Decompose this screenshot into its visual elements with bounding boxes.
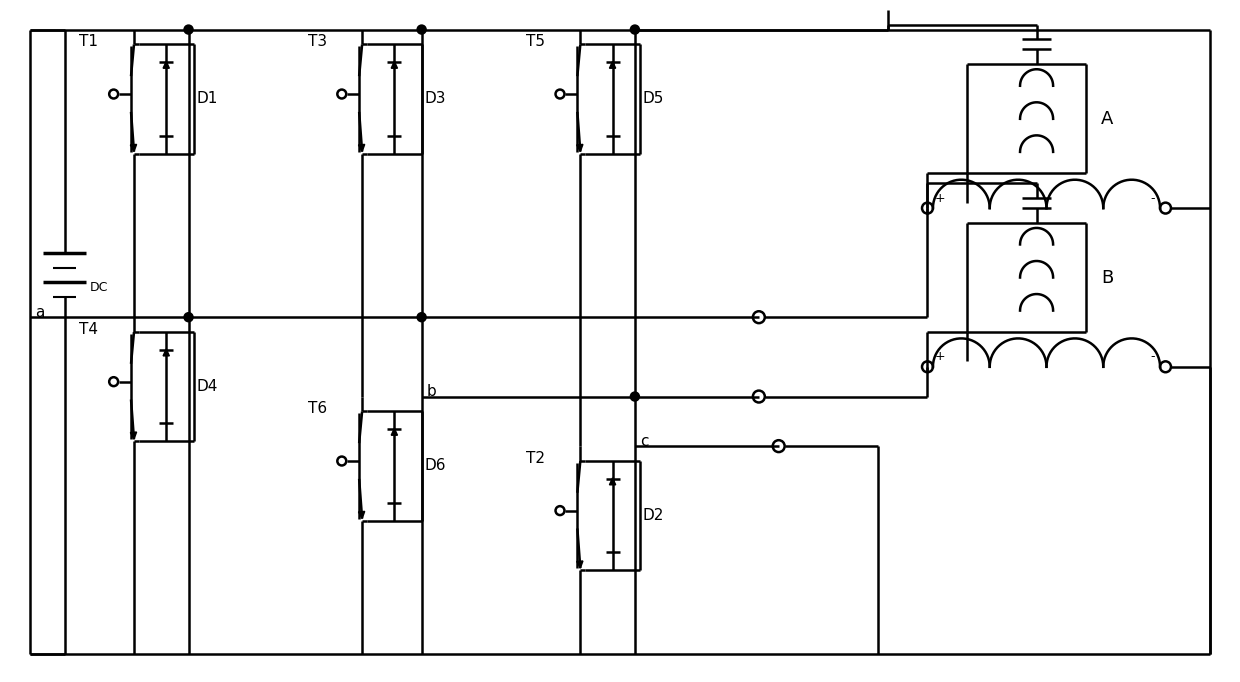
Text: D1: D1 (196, 91, 218, 106)
Text: DC: DC (89, 281, 108, 294)
Polygon shape (392, 61, 398, 68)
Text: b: b (427, 384, 436, 399)
Text: -: - (1151, 351, 1156, 364)
Polygon shape (609, 61, 616, 68)
Circle shape (418, 313, 425, 321)
Polygon shape (392, 428, 398, 435)
Polygon shape (358, 512, 365, 518)
Polygon shape (130, 432, 136, 439)
Polygon shape (609, 478, 616, 485)
Polygon shape (577, 561, 583, 568)
Text: T1: T1 (79, 34, 98, 49)
Text: T5: T5 (526, 34, 544, 49)
Text: D3: D3 (424, 91, 446, 106)
Polygon shape (164, 61, 170, 68)
Polygon shape (130, 145, 136, 151)
Text: a: a (35, 305, 45, 320)
Polygon shape (358, 145, 365, 151)
Text: T2: T2 (526, 451, 544, 466)
Text: D4: D4 (196, 379, 218, 394)
Circle shape (631, 26, 639, 33)
Polygon shape (577, 145, 583, 151)
Text: T3: T3 (308, 34, 326, 49)
Text: D6: D6 (424, 458, 446, 473)
Text: B: B (1101, 269, 1114, 286)
Circle shape (418, 26, 425, 33)
Text: +: + (935, 351, 945, 364)
Text: c: c (640, 434, 649, 449)
Circle shape (631, 393, 639, 400)
Text: D2: D2 (642, 508, 665, 523)
Text: T4: T4 (79, 322, 98, 337)
Text: T6: T6 (308, 401, 326, 416)
Text: +: + (935, 192, 945, 205)
Circle shape (185, 26, 192, 33)
Text: A: A (1101, 110, 1114, 128)
Circle shape (185, 313, 192, 321)
Text: -: - (1151, 192, 1156, 205)
Polygon shape (164, 349, 170, 356)
Text: D5: D5 (642, 91, 665, 106)
